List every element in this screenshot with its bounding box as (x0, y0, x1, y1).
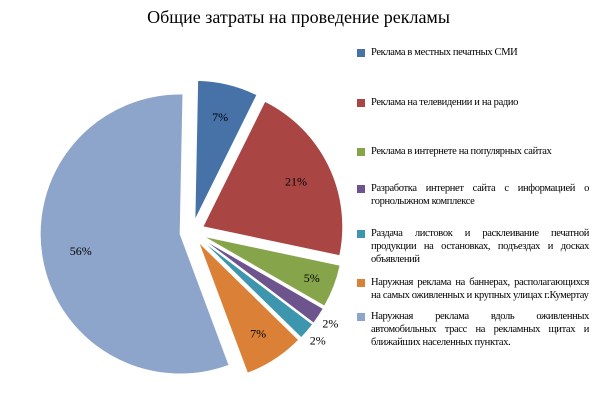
legend-label: Реклама на телевидении и на радио (371, 97, 519, 108)
legend-label: Реклама в интернете на популярных сайтах (371, 146, 552, 157)
legend-item: Реклама на телевидении и на радио (357, 96, 589, 109)
pie-slice (39, 93, 230, 375)
pie-slice (202, 235, 341, 307)
chart-title: Общие затраты на проведение рекламы (147, 7, 450, 27)
legend-swatch (357, 185, 365, 193)
legend-swatch (357, 313, 365, 321)
pie-slice (202, 100, 344, 257)
legend-swatch (357, 49, 365, 57)
legend-item: Разработка интернет сайта с информацией … (357, 182, 589, 208)
legend-swatch (357, 99, 365, 107)
data-label: 5% (304, 271, 320, 285)
data-label: 2% (310, 333, 326, 347)
data-label: 7% (250, 327, 266, 341)
legend-item: Наружная реклама на баннерах, располагаю… (357, 276, 589, 302)
legend-item: Реклама в интернете на популярных сайтах (357, 145, 589, 158)
legend-label: Раздача листовок и расклеивание печатной… (371, 228, 589, 265)
pie-slice (194, 79, 258, 221)
data-label: 56% (70, 244, 92, 258)
data-label: 21% (285, 175, 307, 189)
legend-label: Наружная реклама на баннерах, располагаю… (371, 277, 589, 301)
legend-item: Наружная реклама вдоль оживленных автомо… (357, 310, 589, 349)
pie-slice (198, 241, 300, 374)
legend-swatch (357, 148, 365, 156)
data-label: 2% (322, 317, 338, 331)
legend-swatch (357, 230, 365, 238)
data-label: 7% (212, 110, 228, 124)
legend-item: Раздача листовок и расклеивание печатной… (357, 227, 589, 266)
legend-label: Реклама в местных печатных СМИ (371, 47, 518, 58)
pie-slice (200, 239, 314, 339)
legend-label: Разработка интернет сайта с информацией … (371, 183, 589, 207)
legend-item: Реклама в местных печатных СМИ (357, 46, 589, 59)
pie-slice (201, 238, 324, 324)
legend-swatch (357, 279, 365, 287)
legend-label: Наружная реклама вдоль оживленных автомо… (371, 311, 589, 348)
legend: Реклама в местных печатных СМИ Реклама н… (357, 46, 589, 349)
